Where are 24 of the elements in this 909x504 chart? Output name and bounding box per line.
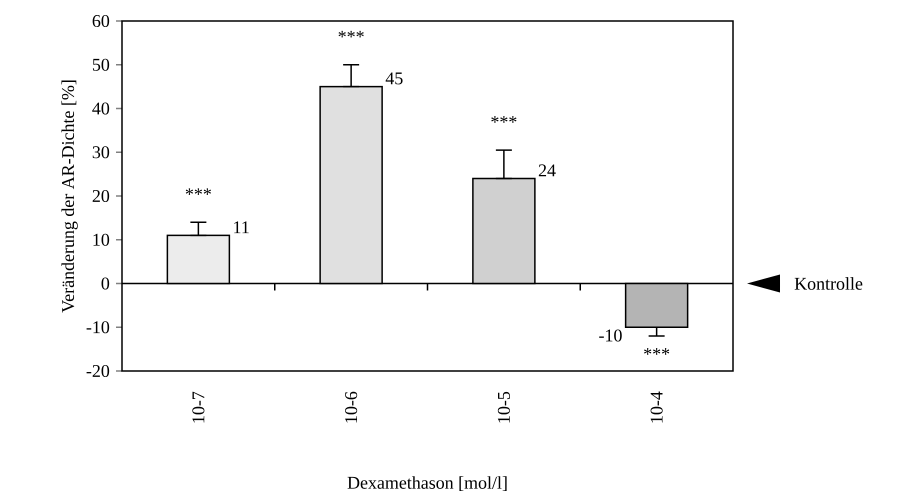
x-tick-label: 10-5 (498, 392, 510, 422)
annotation: *** (186, 188, 211, 195)
data-label: -10 (599, 329, 622, 342)
y-tick-label: 40 (92, 102, 110, 115)
data-label: 45 (386, 72, 403, 84)
x-tick-label: 10-4 (650, 391, 663, 422)
y-axis-title: Veränderung der AR-Dichte [%] (61, 80, 78, 313)
y-tick-label: 10 (93, 234, 110, 246)
y-tick-label: 20 (92, 190, 110, 202)
annotation: *** (644, 348, 670, 355)
x-axis-title: Dexamethason [mol/l] (348, 476, 507, 492)
y-tick-label: -10 (86, 321, 110, 334)
ref-line-label: Kontrolle (794, 277, 862, 290)
data-label: 11 (234, 221, 249, 234)
annotation: *** (491, 116, 516, 123)
x-tick-label: 10-6 (345, 392, 358, 422)
y-tick-label: 50 (92, 58, 110, 71)
y-tick-label: 30 (92, 146, 110, 158)
y-tick-label: -20 (86, 364, 110, 378)
y-tick-label: 0 (102, 277, 110, 290)
x-tick-label: 10-7 (192, 392, 204, 422)
y-tick-label: 60 (92, 14, 110, 28)
annotation: *** (338, 30, 364, 38)
data-label: 24 (538, 164, 556, 176)
